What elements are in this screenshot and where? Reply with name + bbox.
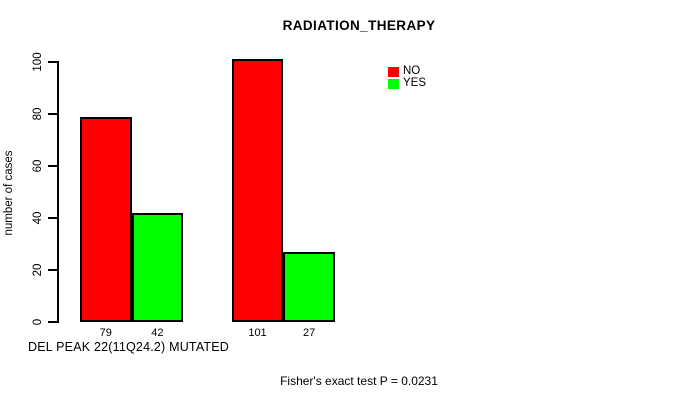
bar-no-group1	[80, 116, 132, 322]
y-tick-label: 80	[32, 107, 44, 121]
y-axis-title: number of cases	[3, 150, 15, 236]
y-tick-mark	[48, 269, 57, 271]
y-tick-mark	[48, 165, 57, 167]
bar-yes-group1	[131, 212, 184, 322]
bar-yes-group2	[283, 251, 335, 322]
bar-value-label: 79	[99, 327, 112, 339]
bar-no-group2	[231, 59, 284, 322]
y-tick-label: 20	[32, 263, 44, 277]
legend-swatch-no	[388, 66, 399, 77]
y-tick-label: 0	[32, 318, 44, 326]
x-axis-title: DEL PEAK 22(11Q24.2) MUTATED	[28, 340, 230, 354]
y-tick-mark	[48, 61, 57, 63]
y-tick-label: 40	[32, 211, 44, 225]
legend-label: NO	[403, 65, 421, 77]
y-tick-label: 60	[32, 159, 44, 173]
y-tick-label: 100	[32, 52, 44, 72]
chart-title: RADIATION_THERAPY	[282, 18, 436, 33]
y-tick-mark	[48, 217, 57, 219]
legend-item-no: NO	[388, 65, 426, 77]
legend: NO YES	[388, 65, 427, 90]
legend-label: YES	[403, 77, 427, 89]
y-axis-line	[57, 61, 59, 323]
y-tick-mark	[48, 113, 57, 115]
legend-swatch-yes	[388, 78, 399, 89]
bar-value-label: 27	[302, 327, 316, 339]
bar-value-label: 42	[151, 327, 164, 339]
fisher-test-note: Fisher's exact test P = 0.0231	[280, 374, 438, 388]
legend-item-yes: YES	[388, 77, 427, 89]
y-tick-mark	[48, 321, 57, 323]
bar-value-label: 101	[248, 327, 267, 339]
